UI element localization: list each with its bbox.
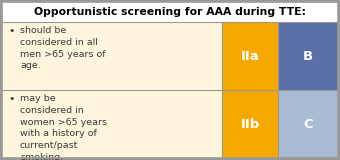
Text: may be
considered in
women >65 years
with a history of
current/past
smoking.: may be considered in women >65 years wit… xyxy=(20,94,107,160)
Text: should be
considered in all
men >65 years of
age.: should be considered in all men >65 year… xyxy=(20,26,106,70)
Text: B: B xyxy=(303,49,313,63)
Bar xyxy=(2,2,338,22)
Text: IIa: IIa xyxy=(241,49,259,63)
Text: C: C xyxy=(303,117,313,131)
Bar xyxy=(2,22,222,90)
Bar xyxy=(2,90,222,158)
Bar xyxy=(222,22,278,90)
Bar xyxy=(278,22,338,90)
Text: IIb: IIb xyxy=(240,117,260,131)
Text: •: • xyxy=(9,94,15,104)
Bar xyxy=(222,90,278,158)
Text: •: • xyxy=(9,26,15,36)
Text: Opportunistic screening for AAA during TTE:: Opportunistic screening for AAA during T… xyxy=(34,7,306,17)
Bar xyxy=(278,90,338,158)
